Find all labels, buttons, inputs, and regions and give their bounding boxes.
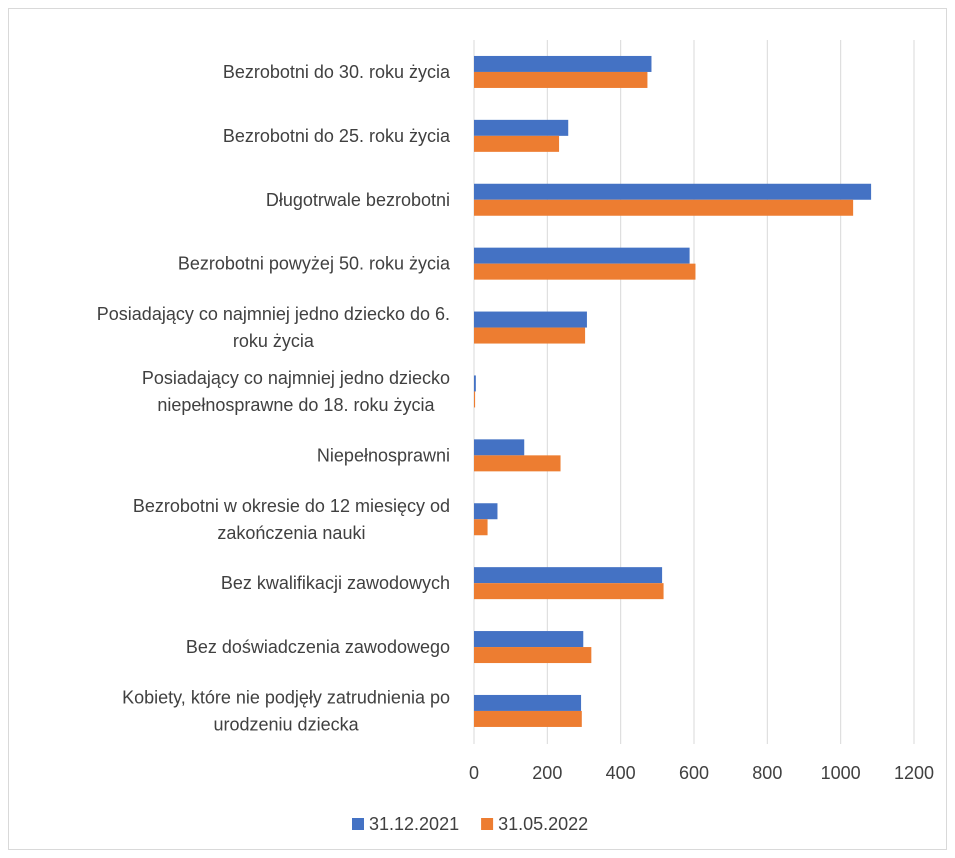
category-label: Niepełnosprawni [317,445,450,465]
category-label: Posiadający co najmniej jedno dziecko do… [97,304,450,351]
bar [474,71,648,88]
chart-frame [8,8,947,850]
x-tick-label: 200 [532,763,562,783]
bar [474,567,663,584]
bar [474,263,696,280]
category-label: Kobiety, które nie podjęły zatrudnienia … [122,687,450,734]
category-label: Długotrwale bezrobotni [266,190,450,210]
bar [474,183,872,200]
bar [474,583,664,600]
legend-label: 31.12.2021 [369,814,459,834]
bar [474,503,498,520]
x-tick-label: 1000 [821,763,861,783]
bar [474,631,584,648]
bar [474,455,561,472]
legend-swatch [481,818,494,830]
bar [474,247,690,264]
bar [474,519,488,536]
bar [474,135,560,152]
category-label: Bez kwalifikacji zawodowych [221,573,450,593]
bar [474,391,476,408]
category-label: Bezrobotni powyżej 50. roku życia [178,254,451,274]
bar [474,375,476,392]
bar [474,55,652,72]
bar [474,439,525,456]
bar [474,311,587,328]
bar [474,119,569,136]
bar [474,710,582,727]
category-label: Bezrobotni w okresie do 12 miesięcy od za… [133,496,450,543]
x-tick-label: 800 [752,763,782,783]
legend-swatch [352,818,364,830]
bar [474,694,582,711]
bar [474,199,854,216]
legend-label: 31.05.2022 [498,814,588,834]
bar [474,327,586,344]
category-label: Bezrobotni do 25. roku życia [223,126,451,146]
x-tick-label: 400 [606,763,636,783]
x-tick-label: 0 [469,763,479,783]
category-label: Posiadający co najmniej jedno dziecko nie… [142,368,450,415]
x-tick-label: 1200 [894,763,934,783]
x-tick-label: 600 [679,763,709,783]
category-label: Bezrobotni do 30. roku życia [223,62,451,82]
bar [474,647,592,664]
category-label: Bez doświadczenia zawodowego [186,637,450,657]
